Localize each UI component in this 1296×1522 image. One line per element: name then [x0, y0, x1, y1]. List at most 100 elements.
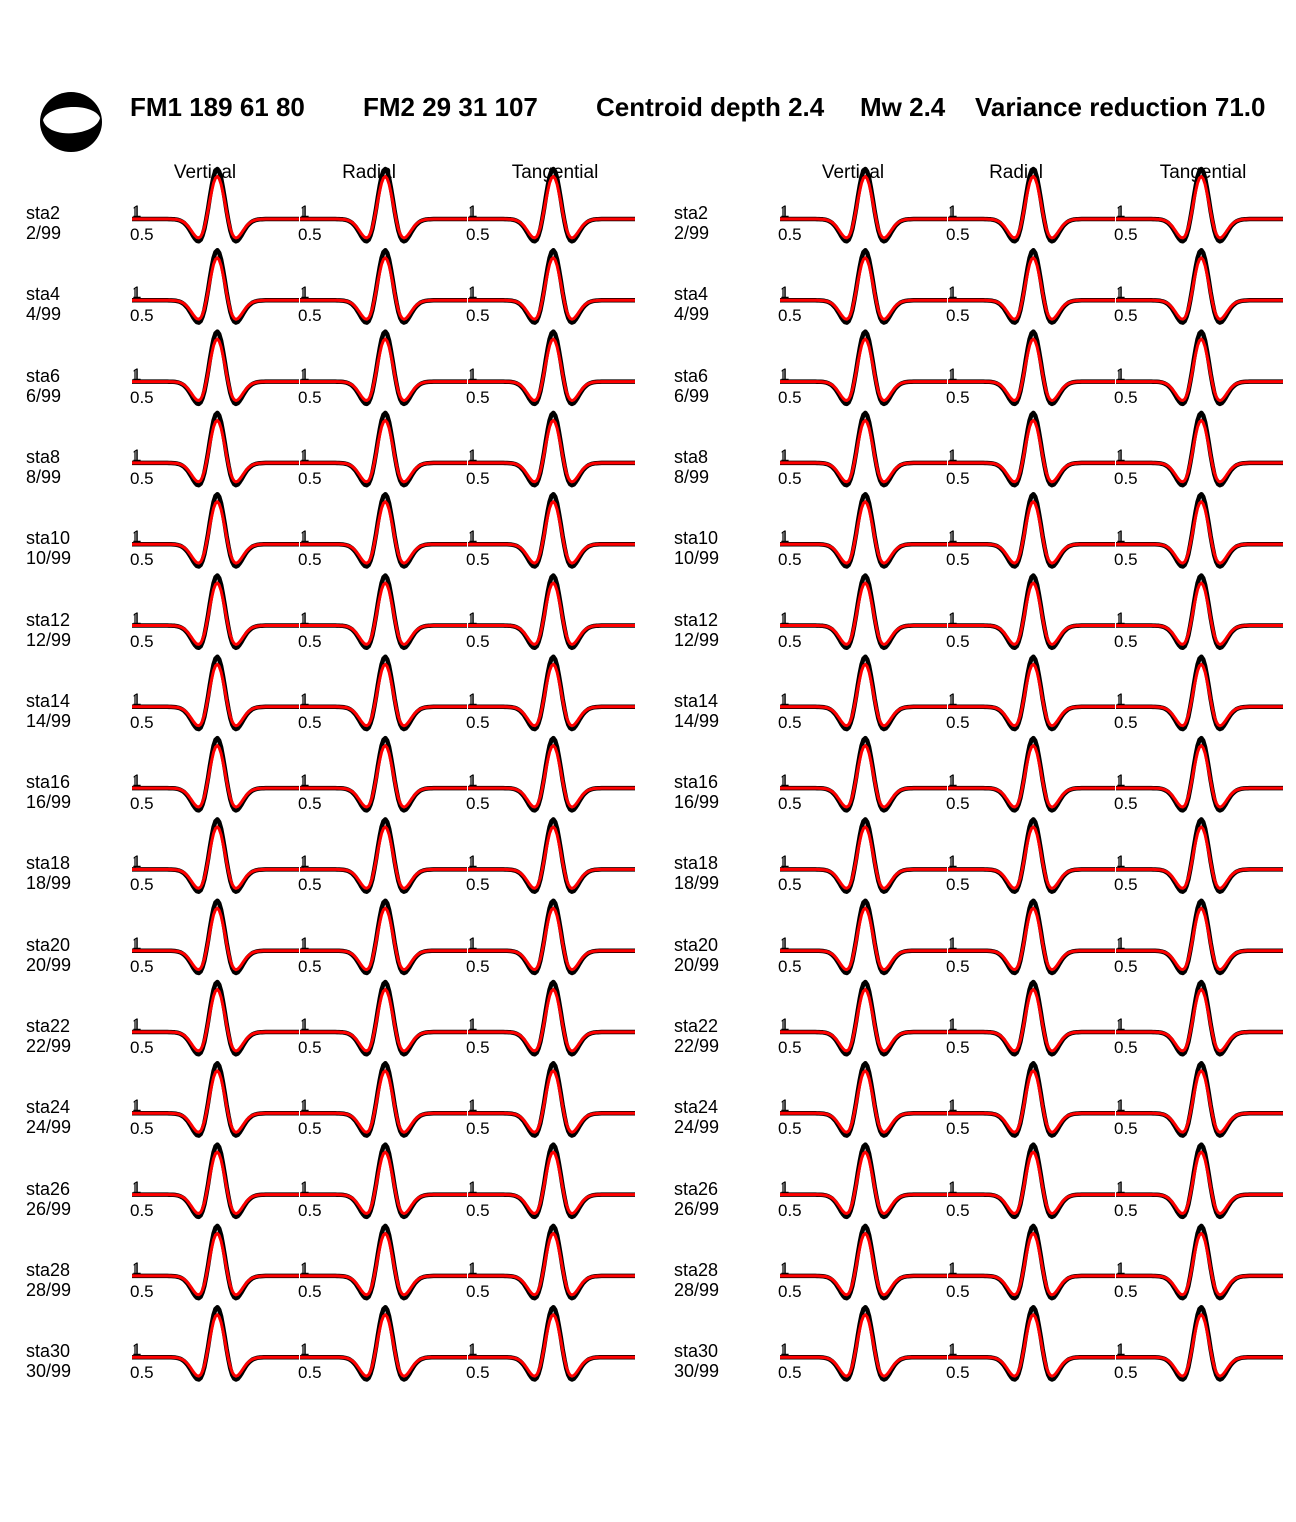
synthetic-trace-vertical: [132, 175, 299, 240]
station-fraction: 2/99: [26, 223, 62, 243]
amp-label-top: 1: [1116, 1096, 1126, 1116]
amp-label-bottom: 0.5: [778, 875, 802, 895]
synthetic-trace-radial: [300, 581, 467, 646]
station-fraction: 18/99: [674, 873, 720, 894]
amp-label-top: 1: [1116, 933, 1126, 953]
amp-label-top: 1: [780, 1258, 790, 1278]
station-name: sta16: [26, 772, 71, 793]
amp-label-bottom: 0.5: [298, 794, 322, 814]
amp-label-bottom: 0.5: [778, 712, 802, 732]
synthetic-trace-vertical: [132, 418, 299, 484]
amp-label-bottom: 0.5: [946, 875, 970, 895]
amp-label-top: 1: [132, 202, 142, 221]
amp-label-top: 1: [1116, 364, 1126, 384]
amp-label-top: 1: [468, 283, 478, 303]
station-name: sta6: [674, 365, 709, 386]
synthetic-trace-radial: [948, 1231, 1115, 1297]
amp-label-bottom: 0.5: [946, 956, 970, 976]
amp-label-top: 1: [300, 852, 310, 872]
amp-label-bottom: 0.5: [946, 1363, 970, 1383]
amp-label-top: 1: [948, 852, 958, 872]
centroid-depth-label: Centroid depth 2.4: [596, 92, 825, 122]
variance-reduction-label: Variance reduction 71.0: [975, 92, 1266, 122]
amp-label-top: 1: [132, 852, 142, 872]
station-name: sta8: [26, 446, 61, 467]
amp-label-bottom: 0.5: [466, 875, 490, 895]
amp-label-top: 1: [780, 283, 790, 303]
amp-label-bottom: 0.5: [466, 712, 490, 732]
fm2-label: FM2 29 31 107: [363, 92, 538, 122]
synthetic-trace-vertical: [780, 825, 947, 890]
beachball-icon: [40, 92, 102, 152]
amp-label-top: 1: [468, 445, 478, 465]
amp-label-bottom: 0.5: [778, 306, 802, 326]
amp-label-bottom: 0.5: [778, 550, 802, 570]
amp-label-top: 1: [300, 608, 310, 628]
synthetic-trace-radial: [300, 418, 467, 484]
amp-label-bottom: 0.5: [946, 1200, 970, 1220]
synthetic-trace-tangential: [468, 500, 635, 565]
amp-label-bottom: 0.5: [1114, 875, 1138, 895]
amp-label-bottom: 0.5: [130, 1363, 154, 1383]
amp-label-bottom: 0.5: [466, 1363, 490, 1383]
synthetic-trace-radial: [948, 500, 1115, 565]
amp-label-top: 1: [468, 527, 478, 547]
amp-label-bottom: 0.5: [1114, 550, 1138, 570]
synthetic-trace-vertical: [780, 581, 947, 646]
synthetic-trace-vertical: [132, 1231, 299, 1297]
station-name: sta2: [674, 203, 709, 223]
station-name: sta14: [26, 690, 71, 711]
amp-label-top: 1: [780, 445, 790, 465]
amp-label-bottom: 0.5: [778, 225, 802, 244]
amp-label-top: 1: [780, 202, 790, 221]
station-name: sta22: [674, 1016, 719, 1036]
synthetic-trace-vertical: [780, 1313, 947, 1378]
amp-label-bottom: 0.5: [130, 468, 154, 488]
amp-label-bottom: 0.5: [466, 1119, 490, 1139]
amp-label-top: 1: [300, 445, 310, 465]
synthetic-trace-tangential: [1116, 1150, 1283, 1216]
amp-label-top: 1: [468, 608, 478, 628]
amp-label-bottom: 0.5: [298, 306, 322, 326]
amp-label-bottom: 0.5: [298, 1363, 322, 1383]
synthetic-trace-radial: [948, 1069, 1115, 1134]
synthetic-trace-vertical: [132, 256, 299, 321]
amp-label-top: 1: [1116, 608, 1126, 628]
synthetic-trace-vertical: [132, 337, 299, 403]
amp-label-top: 1: [132, 364, 142, 384]
station-fraction: 30/99: [26, 1361, 72, 1382]
amp-label-bottom: 0.5: [946, 1038, 970, 1057]
amp-label-bottom: 0.5: [1114, 794, 1138, 814]
station-fraction: 24/99: [674, 1117, 720, 1138]
amp-label-top: 1: [300, 1258, 310, 1278]
station-fraction: 14/99: [26, 710, 72, 731]
amp-label-bottom: 0.5: [1114, 1119, 1138, 1139]
amp-label-top: 1: [468, 933, 478, 953]
synthetic-trace-tangential: [1116, 1069, 1283, 1134]
amp-label-top: 1: [948, 445, 958, 465]
amp-label-top: 1: [468, 1258, 478, 1278]
synthetic-trace-vertical: [780, 662, 947, 728]
amp-label-top: 1: [300, 283, 310, 303]
amp-label-top: 1: [780, 689, 790, 709]
amp-label-bottom: 0.5: [298, 387, 322, 407]
station-fraction: 2/99: [674, 223, 710, 243]
amp-label-top: 1: [948, 689, 958, 709]
amp-label-bottom: 0.5: [298, 550, 322, 570]
station-fraction: 20/99: [674, 954, 720, 975]
amp-label-top: 1: [468, 852, 478, 872]
station-fraction: 14/99: [674, 710, 720, 731]
amp-label-bottom: 0.5: [466, 794, 490, 814]
amp-label-bottom: 0.5: [298, 956, 322, 976]
amp-label-top: 1: [300, 1015, 310, 1034]
synthetic-trace-radial: [948, 906, 1115, 972]
amp-label-bottom: 0.5: [466, 225, 490, 244]
station-name: sta16: [674, 772, 719, 793]
amp-label-top: 1: [948, 283, 958, 303]
synthetic-trace-vertical: [780, 418, 947, 484]
synthetic-trace-radial: [300, 500, 467, 565]
amp-label-top: 1: [132, 771, 142, 791]
amp-label-top: 1: [948, 771, 958, 791]
amp-label-top: 1: [300, 1177, 310, 1197]
amp-label-top: 1: [468, 1177, 478, 1197]
